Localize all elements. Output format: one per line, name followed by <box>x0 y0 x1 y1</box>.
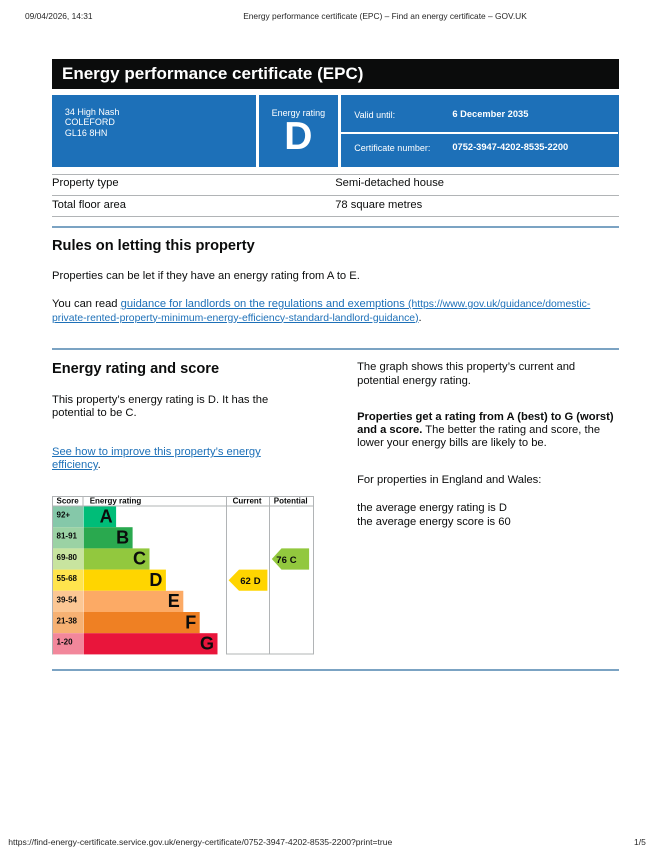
svg-text:76: 76 <box>276 555 287 566</box>
svg-text:E: E <box>167 591 179 611</box>
svg-text:81-91: 81-91 <box>56 532 77 541</box>
svg-text:C: C <box>289 555 296 566</box>
svg-text:A: A <box>99 506 112 526</box>
svg-text:92+: 92+ <box>56 511 70 520</box>
svg-text:Energy rating: Energy rating <box>89 497 141 506</box>
svg-text:39-54: 39-54 <box>56 595 77 604</box>
svg-text:Score: Score <box>56 497 79 506</box>
svg-text:1-20: 1-20 <box>56 638 73 647</box>
svg-text:62: 62 <box>240 576 251 587</box>
svg-text:69-80: 69-80 <box>56 553 77 562</box>
svg-text:21-38: 21-38 <box>56 617 77 626</box>
svg-text:F: F <box>185 612 196 632</box>
svg-text:Current: Current <box>232 497 261 506</box>
svg-text:B: B <box>116 528 129 548</box>
svg-text:D: D <box>253 576 260 587</box>
svg-text:Potential: Potential <box>273 497 307 506</box>
svg-text:D: D <box>149 570 162 590</box>
svg-text:C: C <box>133 549 146 569</box>
svg-text:55-68: 55-68 <box>56 574 77 583</box>
svg-text:G: G <box>199 634 213 654</box>
